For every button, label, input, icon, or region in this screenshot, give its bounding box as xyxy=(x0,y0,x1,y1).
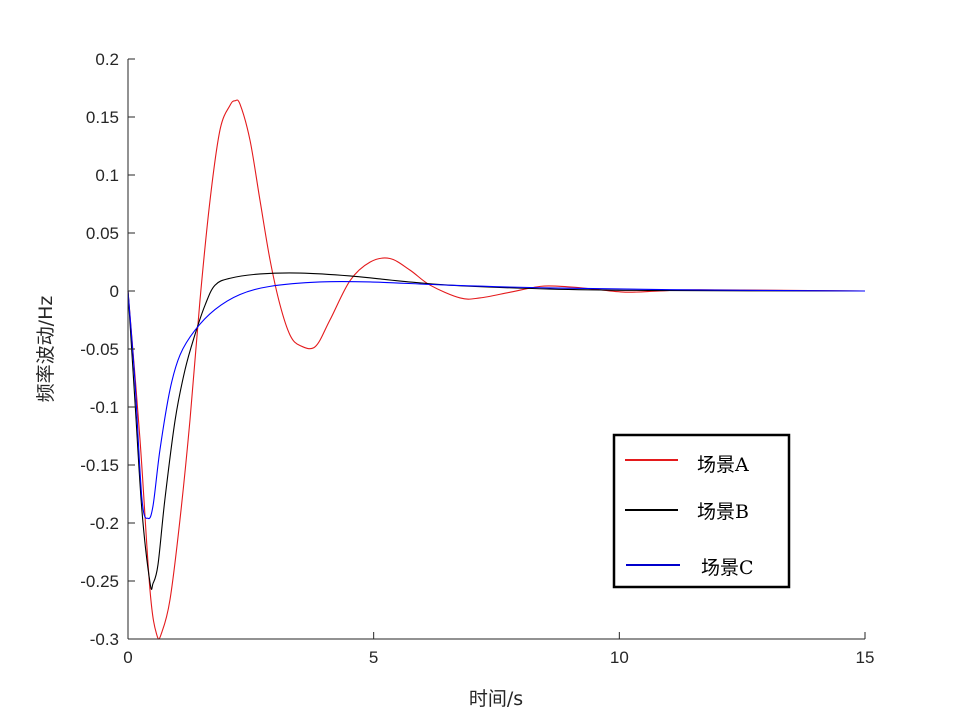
legend-label-a: 场景A xyxy=(697,454,749,476)
x-axis-label: 时间/s xyxy=(469,688,523,710)
y-axis-label: 频率波动/Hz xyxy=(35,296,57,403)
legend: 场景A 场景B 场景C xyxy=(612,433,791,589)
y-tick-label: -0.2 xyxy=(90,514,119,533)
y-tick-label: -0.05 xyxy=(80,340,119,359)
y-tick-label: 0.1 xyxy=(95,166,119,185)
series-layer xyxy=(127,99,866,640)
series-line-3 xyxy=(127,280,866,520)
x-tick-label: 10 xyxy=(610,648,629,667)
y-tick-label: 0 xyxy=(110,282,119,301)
legend-label-b: 场景B xyxy=(697,501,749,523)
y-tick-label: -0.1 xyxy=(90,398,119,417)
tick-layer: 0 5 10 15 -0.3 -0.25 -0.2 -0.15 -0.1 -0.05 0 0.05 0.… xyxy=(80,50,874,667)
series-line-1 xyxy=(127,99,866,640)
x-tick-label: 15 xyxy=(856,648,875,667)
legend-label-c: 场景C xyxy=(701,557,754,579)
y-tick-label: 0.2 xyxy=(95,50,119,69)
y-tick-label: -0.15 xyxy=(80,456,119,475)
y-tick-label: -0.25 xyxy=(80,572,119,591)
y-tick-label: 0.15 xyxy=(86,108,119,127)
x-tick-label: 5 xyxy=(369,648,378,667)
y-tick-label: -0.3 xyxy=(90,630,119,649)
y-tick-label: 0.05 xyxy=(86,224,119,243)
x-tick-label: 0 xyxy=(123,648,132,667)
